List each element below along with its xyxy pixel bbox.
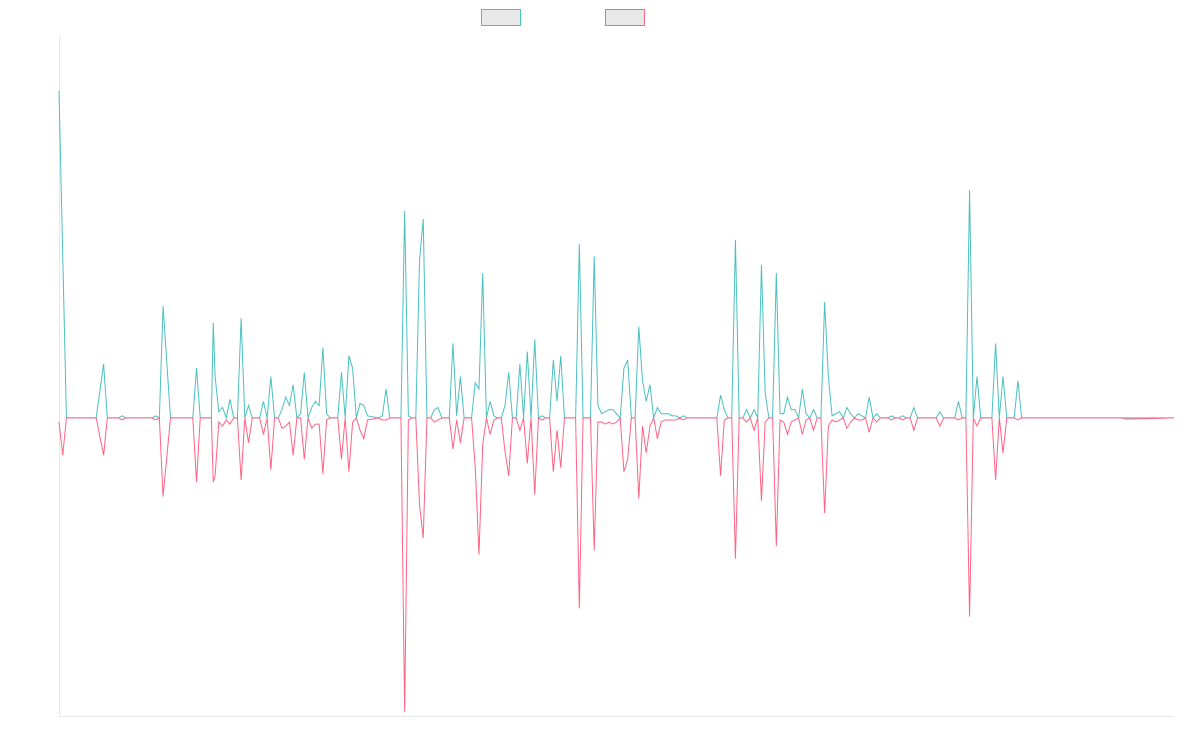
series-layer	[58, 90, 1175, 712]
series-line-2	[58, 416, 1175, 712]
axes	[59, 37, 1174, 717]
legend[interactable]	[481, 9, 645, 26]
series-line-1	[58, 90, 1174, 420]
legend-swatch-2[interactable]	[605, 9, 645, 26]
legend-swatch-1[interactable]	[481, 9, 521, 26]
